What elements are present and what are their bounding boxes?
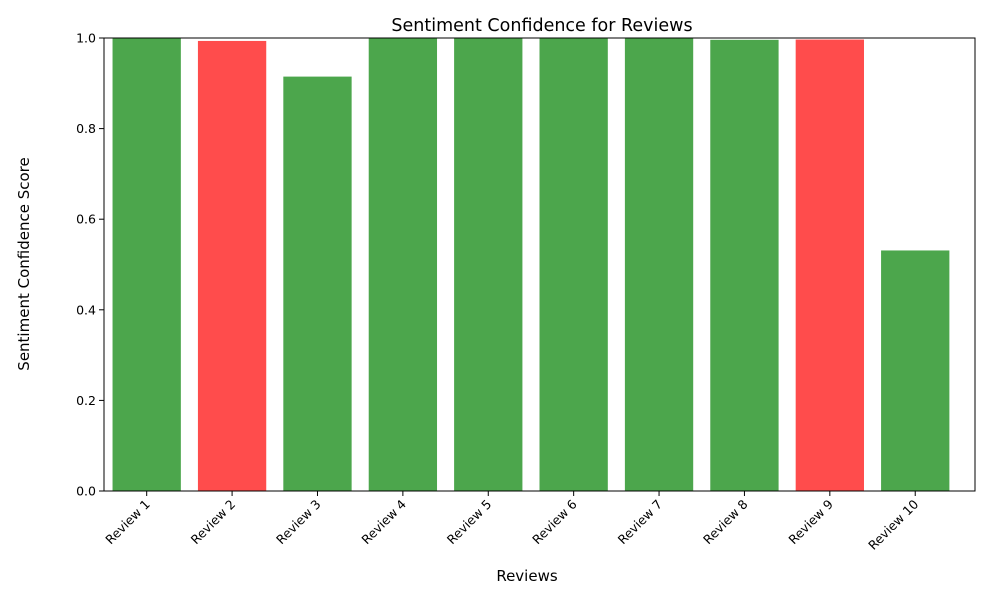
y-tick-label: 0.8 <box>76 121 96 136</box>
y-tick-label: 0.2 <box>76 393 96 408</box>
bars-group <box>112 38 950 492</box>
y-tick-label: 1.0 <box>76 31 96 46</box>
x-tick-label: Review 10 <box>865 496 921 552</box>
x-tick-label: Review 9 <box>785 496 836 547</box>
x-tick-label: Review 7 <box>615 497 666 548</box>
y-tick-label: 0.4 <box>76 302 96 317</box>
bar-10 <box>881 250 950 491</box>
bar-9 <box>795 39 864 491</box>
y-tick-label: 0.6 <box>76 212 96 227</box>
bar-3 <box>283 76 352 491</box>
y-axis-label: Sentiment Confidence Score <box>15 157 33 370</box>
bar-6 <box>539 38 608 492</box>
x-axis-ticks: Review 1 Review 2 Review 3 Review 4 Review 5… <box>102 491 921 553</box>
x-tick-label: Review 1 <box>102 497 153 548</box>
bar-4 <box>368 38 438 492</box>
x-tick-label: Review 2 <box>188 497 239 548</box>
x-tick-label: Review 6 <box>529 496 580 547</box>
x-tick-label: Review 8 <box>700 496 751 547</box>
bar-2 <box>197 40 267 491</box>
bar-1 <box>112 38 181 492</box>
y-axis-ticks: 0.0 0.2 0.4 0.6 0.8 1.0 <box>76 31 104 499</box>
x-tick-label: Review 3 <box>273 497 324 548</box>
bar-8 <box>710 39 779 492</box>
plot-frame <box>103 37 976 492</box>
bar-5 <box>454 38 523 492</box>
x-tick-label: Review 5 <box>444 497 495 548</box>
x-axis-label: Reviews <box>496 567 558 585</box>
bar-7 <box>624 38 694 492</box>
chart-title: Sentiment Confidence for Reviews <box>391 16 692 36</box>
x-tick-label: Review 4 <box>358 496 409 547</box>
y-tick-label: 0.0 <box>76 484 96 499</box>
